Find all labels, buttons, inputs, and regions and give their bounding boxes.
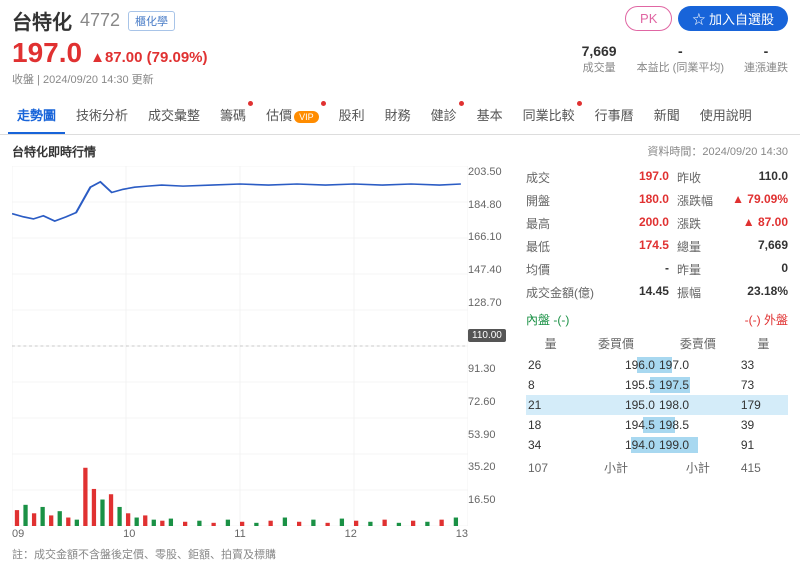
quote-value: 110.0 [721, 169, 788, 186]
order-row[interactable]: 8195.5197.573 [526, 375, 788, 395]
order-row[interactable]: 21195.0198.0179 [526, 395, 788, 415]
quote-label: 最高 [526, 215, 594, 232]
quote-value: - [602, 261, 669, 278]
nav-tabs: 走勢圖技術分析成交彙整籌碼估價VIP股利財務健診基本同業比較行事曆新聞使用說明 [0, 97, 800, 135]
quote-value: ▲ 79.09% [721, 192, 788, 209]
order-row[interactable]: 34194.0199.091 [526, 435, 788, 455]
bid-label: 內盤 -(-) [526, 311, 569, 328]
quote-label: 昨收 [677, 169, 713, 186]
quote-label: 開盤 [526, 192, 594, 209]
ask-label: -(-) 外盤 [745, 311, 788, 328]
tab-成交彙整[interactable]: 成交彙整 [139, 97, 209, 134]
tab-行事曆[interactable]: 行事曆 [586, 97, 643, 134]
chart-note: 註：成交金額不含盤後定價、零股、鉅額、拍賣及標購 [12, 546, 468, 562]
quote-label: 振幅 [677, 284, 713, 301]
update-info: 收盤 | 2024/09/20 14:30 更新 [12, 71, 208, 87]
quote-value: 7,669 [721, 238, 788, 255]
quote-value: 0 [721, 261, 788, 278]
quote-label: 漲跌幅 [677, 192, 713, 209]
order-row[interactable]: 26196.0197.033 [526, 355, 788, 375]
chart-area: 台特化即時行情 203.50184.80166.10147.40128.7011… [12, 143, 468, 562]
tab-健診[interactable]: 健診 [422, 97, 466, 134]
quote-label: 成交 [526, 169, 594, 186]
stat-item: 7,669成交量 [582, 43, 617, 75]
quote-value: ▲ 87.00 [721, 215, 788, 232]
price-chart[interactable]: 203.50184.80166.10147.40128.70110.0091.3… [12, 166, 468, 526]
tab-新聞[interactable]: 新聞 [645, 97, 689, 134]
last-price: 197.0 [12, 37, 82, 69]
tab-股利[interactable]: 股利 [330, 97, 374, 134]
tab-財務[interactable]: 財務 [376, 97, 420, 134]
tab-籌碼[interactable]: 籌碼 [211, 97, 255, 134]
quote-label: 漲跌 [677, 215, 713, 232]
quote-grid: 成交 197.0 昨收 110.0 開盤 180.0 漲跌幅 ▲ 79.09% 最高 200.0 漲… [526, 169, 788, 301]
header-stats: 7,669成交量 -本益比 (同業平均) -連漲連跌 [582, 43, 788, 75]
stock-code: 4772 [80, 10, 120, 31]
vip-badge: VIP [294, 111, 319, 123]
stat-item: -連漲連跌 [744, 43, 788, 75]
quote-label: 昨量 [677, 261, 713, 278]
tab-走勢圖[interactable]: 走勢圖 [8, 97, 65, 134]
category-tag[interactable]: 櫃化學 [128, 11, 175, 31]
quote-value: 197.0 [602, 169, 669, 186]
stock-header: 台特化 4772 櫃化學 197.0 ▲87.00 (79.09%) 收盤 | … [0, 0, 800, 93]
pk-button[interactable]: PK [625, 6, 672, 31]
quote-label: 總量 [677, 238, 713, 255]
quote-value: 23.18% [721, 284, 788, 301]
tab-同業比較[interactable]: 同業比較 [514, 97, 584, 134]
quote-value: 200.0 [602, 215, 669, 232]
quote-value: 174.5 [602, 238, 669, 255]
quote-value: 14.45 [602, 284, 669, 301]
chart-x-axis: 0910111213 [12, 526, 468, 542]
price-change: ▲87.00 (79.09%) [90, 49, 207, 66]
tab-估價[interactable]: 估價VIP [257, 97, 328, 134]
tab-使用說明[interactable]: 使用說明 [691, 97, 761, 134]
quote-label: 成交金額(億) [526, 284, 594, 301]
quote-label: 最低 [526, 238, 594, 255]
quote-label: 均價 [526, 261, 594, 278]
stat-item: -本益比 (同業平均) [637, 43, 724, 75]
chart-title: 台特化即時行情 [12, 143, 96, 160]
tab-技術分析[interactable]: 技術分析 [67, 97, 137, 134]
stock-name: 台特化 [12, 6, 72, 35]
add-watchlist-button[interactable]: ☆ 加入自選股 [678, 6, 788, 31]
price-marker: 110.00 [468, 329, 506, 342]
quote-value: 180.0 [602, 192, 669, 209]
tab-基本[interactable]: 基本 [468, 97, 512, 134]
order-book: 量委買價委賣價量 26196.0197.0338195.5197.5732119… [526, 332, 788, 479]
data-time: 資料時間：2024/09/20 14:30 [526, 143, 788, 159]
order-row[interactable]: 18194.5198.539 [526, 415, 788, 435]
